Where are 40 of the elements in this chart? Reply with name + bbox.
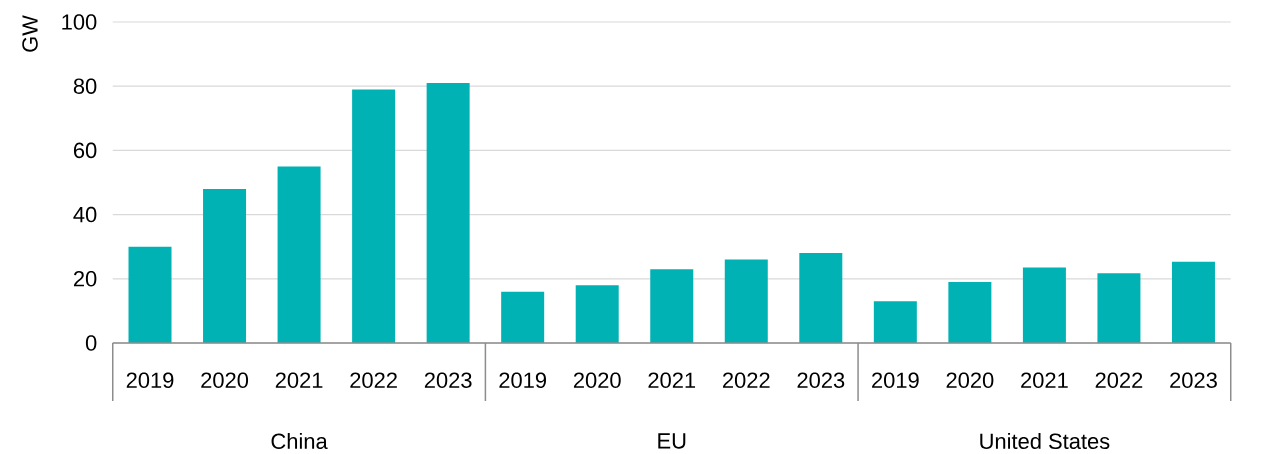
x-tick-label: 2019 xyxy=(499,372,547,389)
bar xyxy=(203,188,247,343)
bar xyxy=(1022,267,1066,343)
x-tick-label: 2023 xyxy=(797,372,845,389)
y-tick-label: 20 xyxy=(73,271,97,287)
bar xyxy=(277,166,321,343)
bar xyxy=(501,291,545,343)
x-tick-label: 2021 xyxy=(275,372,323,389)
bar xyxy=(650,269,694,343)
x-tick-label: 2019 xyxy=(126,372,174,389)
bar xyxy=(575,285,619,343)
bar xyxy=(724,259,768,343)
x-tick-label: 2023 xyxy=(1170,372,1217,389)
y-tick-label: 40 xyxy=(73,206,97,223)
bar xyxy=(1171,261,1215,343)
x-tick-label: 2019 xyxy=(872,372,919,389)
x-tick-label: 2021 xyxy=(1021,372,1068,389)
x-tick-label: 2020 xyxy=(946,372,994,389)
bar xyxy=(426,82,470,343)
x-tick-label: 2020 xyxy=(201,372,249,389)
bar xyxy=(948,282,992,343)
bar xyxy=(352,89,396,343)
x-tick-label: 2021 xyxy=(648,372,696,389)
x-tick-label: 2020 xyxy=(573,372,621,389)
bar xyxy=(799,253,843,343)
x-tick-label: 2022 xyxy=(1095,372,1143,389)
y-tick-label: 80 xyxy=(73,78,97,94)
y-axis-title: GW xyxy=(22,15,38,52)
y-tick-label: 100 xyxy=(62,14,97,30)
bar xyxy=(1097,273,1141,343)
bar xyxy=(873,301,917,343)
y-tick-label: 60 xyxy=(73,142,97,159)
y-tick-label: 0 xyxy=(85,335,97,351)
x-tick-label: 2023 xyxy=(424,372,472,389)
bar xyxy=(128,246,172,343)
x-tick-label: 2022 xyxy=(350,372,397,389)
text: United States xyxy=(980,432,1110,450)
text: China xyxy=(271,432,328,450)
x-tick-label: 2022 xyxy=(723,372,770,389)
text: EU xyxy=(658,433,686,449)
